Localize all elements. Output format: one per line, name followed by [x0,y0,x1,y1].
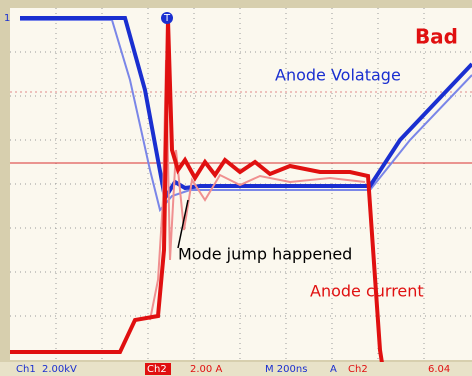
timebase: M 200ns [265,364,307,375]
ch2-scale: 2.00 A [190,364,222,375]
mode-jump-label: Mode jump happened [178,245,352,264]
trigger: A [330,364,337,375]
ch1: Ch1 [16,364,36,375]
ch1-marker: 1 [4,13,10,24]
ch2: Ch2 [147,364,167,375]
current-label: Anode current [310,282,424,301]
ch1-scale: 2.00kV [42,364,77,375]
voltage-label: Anode Volatage [275,66,401,85]
scope-screen: 1 T Bad Anode Volatage Mode jump happene… [0,0,472,376]
trigger-level: 6.04 [428,364,450,375]
trigger-marker: T [163,13,171,24]
trigger-source: Ch2 [348,364,368,375]
page: 1 T Bad Anode Volatage Mode jump happene… [0,0,472,376]
verdict: Bad [415,25,458,49]
